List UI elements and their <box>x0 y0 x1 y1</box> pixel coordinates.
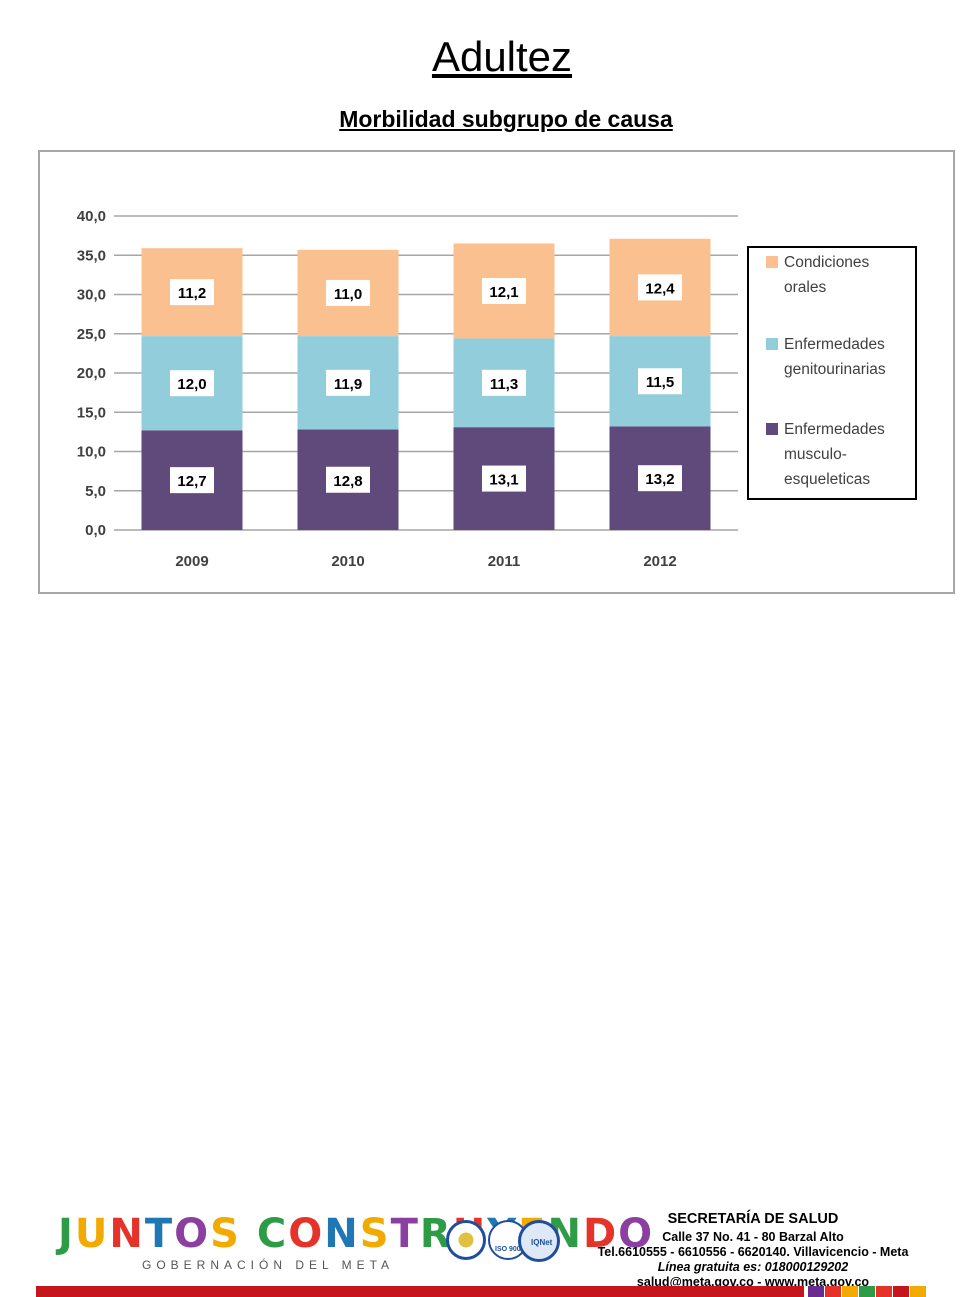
data-label: 12,0 <box>177 376 206 393</box>
legend-entry-label: Enfermedades <box>784 421 885 438</box>
data-label-box <box>482 369 526 396</box>
legend-entry-label: musculo- <box>784 446 847 463</box>
y-tick-label: 15,0 <box>77 404 106 421</box>
color-strip-block <box>893 1286 909 1297</box>
legend-entry-label: genitourinarias <box>784 361 886 378</box>
color-strip-block <box>859 1286 875 1297</box>
contact-block: SECRETARÍA DE SALUD Calle 37 No. 41 - 80… <box>592 1210 914 1290</box>
legend-swatch <box>766 423 778 435</box>
color-strip-block <box>825 1286 841 1297</box>
y-tick-label: 20,0 <box>77 365 106 382</box>
data-label-box <box>170 370 214 397</box>
legend-entry-label: Enfermedades <box>784 336 885 353</box>
juntos-construyendo-logo: JUNTOS CONSTRUYENDO <box>58 1211 655 1257</box>
data-label: 11,3 <box>490 376 518 393</box>
data-label: 13,1 <box>489 472 518 489</box>
data-label-box <box>638 274 682 301</box>
data-label-box <box>482 277 526 304</box>
data-label-box <box>326 279 370 306</box>
iqnet-certification-icon: IQNet <box>518 1220 560 1262</box>
data-label-box <box>638 465 682 492</box>
data-label-box <box>170 279 214 306</box>
legend-entry-label: orales <box>784 279 826 296</box>
legend-swatch <box>766 338 778 350</box>
data-label: 11,9 <box>334 376 362 393</box>
color-strip-block <box>876 1286 892 1297</box>
legend-entry-label: esqueleticas <box>784 471 870 488</box>
x-tick-label: 2009 <box>175 553 208 570</box>
legend-box <box>747 246 917 500</box>
phone-line: Tel.6610555 - 6610556 - 6620140. Villavi… <box>597 1245 909 1259</box>
data-label: 12,1 <box>489 284 518 301</box>
x-tick-label: 2012 <box>643 553 676 570</box>
data-label: 11,0 <box>334 286 362 303</box>
iqnet-label: IQNet <box>531 1238 553 1247</box>
data-label-box <box>326 466 370 493</box>
data-label-box <box>482 465 526 492</box>
y-tick-label: 35,0 <box>77 247 106 264</box>
y-tick-label: 0,0 <box>85 522 106 539</box>
y-tick-label: 5,0 <box>85 483 106 500</box>
data-label: 12,8 <box>333 473 362 490</box>
org-name: SECRETARÍA DE SALUD <box>667 1211 839 1227</box>
data-label-box <box>326 369 370 396</box>
footer-red-bar <box>36 1286 804 1297</box>
y-tick-label: 40,0 <box>77 208 106 225</box>
x-tick-label: 2010 <box>331 553 364 570</box>
address-line: Calle 37 No. 41 - 80 Barzal Alto <box>662 1230 844 1244</box>
data-label: 13,2 <box>645 471 674 488</box>
data-label: 12,4 <box>645 280 675 297</box>
chart-frame: 0,0 5,0 10,0 15,0 20,0 25,0 30,0 35,0 40,0 12,7 12… <box>38 150 955 594</box>
meta-seal-icon <box>446 1220 486 1260</box>
stacked-bar-chart: 0,0 5,0 10,0 15,0 20,0 25,0 30,0 35,0 40,0 12,7 12… <box>77 208 917 570</box>
legend-swatch <box>766 256 778 268</box>
data-label: 12,7 <box>177 473 206 490</box>
y-tick-label: 10,0 <box>77 444 106 461</box>
legend-entry-label: Condiciones <box>784 254 870 271</box>
x-tick-label: 2011 <box>488 553 521 570</box>
page-title: Adultez <box>431 33 573 80</box>
page-subtitle: Morbilidad subgrupo de causa <box>339 106 673 132</box>
data-label: 11,2 <box>178 285 206 302</box>
hotline-line: Línea gratuita es: 018000129202 <box>657 1260 849 1274</box>
data-label-box <box>638 368 682 395</box>
color-strip-block <box>808 1286 824 1297</box>
color-strip-block <box>842 1286 858 1297</box>
color-strip-block <box>910 1286 926 1297</box>
gobernacion-del-meta-label: GOBERNACIÓN DEL META <box>142 1258 395 1272</box>
footer: JUNTOS CONSTRUYENDO GOBERNACIÓN DEL META… <box>0 598 960 1297</box>
data-label: 11,5 <box>646 374 674 391</box>
data-label-box <box>170 467 214 494</box>
y-tick-label: 25,0 <box>77 326 106 343</box>
y-tick-label: 30,0 <box>77 287 106 304</box>
